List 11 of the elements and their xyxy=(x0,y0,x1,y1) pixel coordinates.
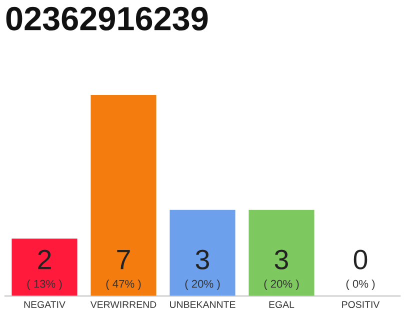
chart-title: 02362916239 xyxy=(6,6,208,31)
x-tick-label: POSITIV xyxy=(342,301,380,308)
data-label: 0 ( 0% ) xyxy=(346,250,375,290)
data-label: 3 ( 20% ) xyxy=(264,250,299,290)
x-tick-label: UNBEKANNTE xyxy=(170,301,236,308)
data-label: 3 ( 20% ) xyxy=(185,250,220,290)
data-label: 2 ( 13% ) xyxy=(27,250,62,290)
x-tick-label: NEGATIV xyxy=(24,301,66,308)
data-label: 7 ( 47% ) xyxy=(106,250,141,290)
x-tick-label: EGAL xyxy=(269,301,294,308)
x-tick-label: VERWIRREND xyxy=(90,301,156,308)
